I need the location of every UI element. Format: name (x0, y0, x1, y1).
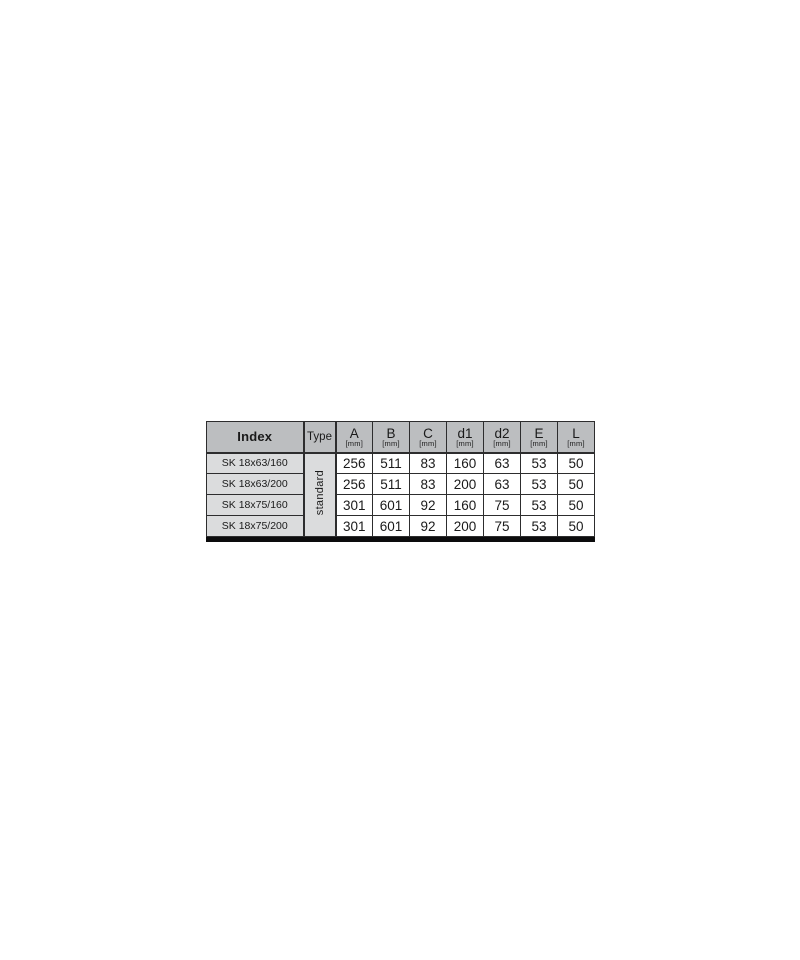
value-cell: 511 (372, 473, 410, 495)
value-cell: 53 (520, 515, 558, 537)
dim-letter: L (572, 426, 580, 442)
value-cell: 50 (557, 452, 595, 474)
index-cell: SK 18x75/160 (206, 494, 304, 516)
dim-unit: [mm] (456, 439, 474, 449)
value-cell: 601 (372, 515, 410, 537)
col-header-e: E [mm] (520, 421, 558, 454)
table-row: SK 18x75/160 301 601 92 160 75 53 50 (206, 494, 595, 516)
dimensions-table: Index Type A [mm] B [mm] C [mm] d1 [mm] (206, 421, 595, 542)
col-header-c: C [mm] (409, 421, 447, 454)
value-cell: 511 (372, 452, 410, 474)
value-cell: 301 (335, 494, 373, 516)
value-cell: 63 (483, 473, 521, 495)
value-cell: 256 (335, 452, 373, 474)
value-cell: 92 (409, 515, 447, 537)
value-cell: 83 (409, 452, 447, 474)
value-cell: 75 (483, 494, 521, 516)
index-cell: SK 18x75/200 (206, 515, 304, 537)
value-cell: 200 (446, 515, 484, 537)
col-header-a: A [mm] (335, 421, 373, 454)
value-cell: 160 (446, 494, 484, 516)
dim-letter: A (349, 426, 359, 442)
table-row: SK 18x63/160 standard 256 511 83 160 63 … (206, 452, 595, 537)
col-header-b: B [mm] (372, 421, 410, 454)
col-header-d2: d2 [mm] (483, 421, 521, 454)
value-cell: 53 (520, 473, 558, 495)
type-group-cell: standard (302, 452, 337, 537)
value-cell: 256 (335, 473, 373, 495)
table-row: SK 18x75/200 301 601 92 200 75 53 50 (206, 515, 595, 537)
table-row: SK 18x63/200 256 511 83 200 63 53 50 (206, 473, 595, 495)
header-row: Index Type A [mm] B [mm] C [mm] d1 [mm] (206, 421, 595, 454)
dim-unit: [mm] (382, 439, 400, 449)
sk-dimensions-table: Index Type A [mm] B [mm] C [mm] d1 [mm] (206, 421, 595, 537)
value-cell: 160 (446, 452, 484, 474)
value-cell: 200 (446, 473, 484, 495)
value-cell: 50 (557, 473, 595, 495)
col-header-l: L [mm] (557, 421, 595, 454)
value-cell: 53 (520, 452, 558, 474)
value-cell: 92 (409, 494, 447, 516)
col-header-d1: d1 [mm] (446, 421, 484, 454)
dim-letter: B (386, 426, 396, 442)
dim-letter: d2 (494, 426, 510, 442)
value-cell: 63 (483, 452, 521, 474)
value-cell: 75 (483, 515, 521, 537)
col-header-type: Type (302, 421, 337, 454)
value-cell: 301 (335, 515, 373, 537)
index-cell: SK 18x63/160 (206, 452, 304, 474)
dim-unit: [mm] (419, 439, 437, 449)
value-cell: 83 (409, 473, 447, 495)
dim-letter: d1 (457, 426, 473, 442)
value-cell: 53 (520, 494, 558, 516)
dim-unit: [mm] (345, 439, 363, 449)
type-group-label: standard (313, 469, 326, 515)
value-cell: 601 (372, 494, 410, 516)
col-header-index: Index (206, 421, 304, 454)
dim-letter: C (423, 426, 433, 442)
index-cell: SK 18x63/200 (206, 473, 304, 495)
dim-unit: [mm] (493, 439, 511, 449)
dim-unit: [mm] (567, 439, 585, 449)
value-cell: 50 (557, 515, 595, 537)
dim-unit: [mm] (530, 439, 548, 449)
dim-letter: E (534, 426, 544, 442)
value-cell: 50 (557, 494, 595, 516)
